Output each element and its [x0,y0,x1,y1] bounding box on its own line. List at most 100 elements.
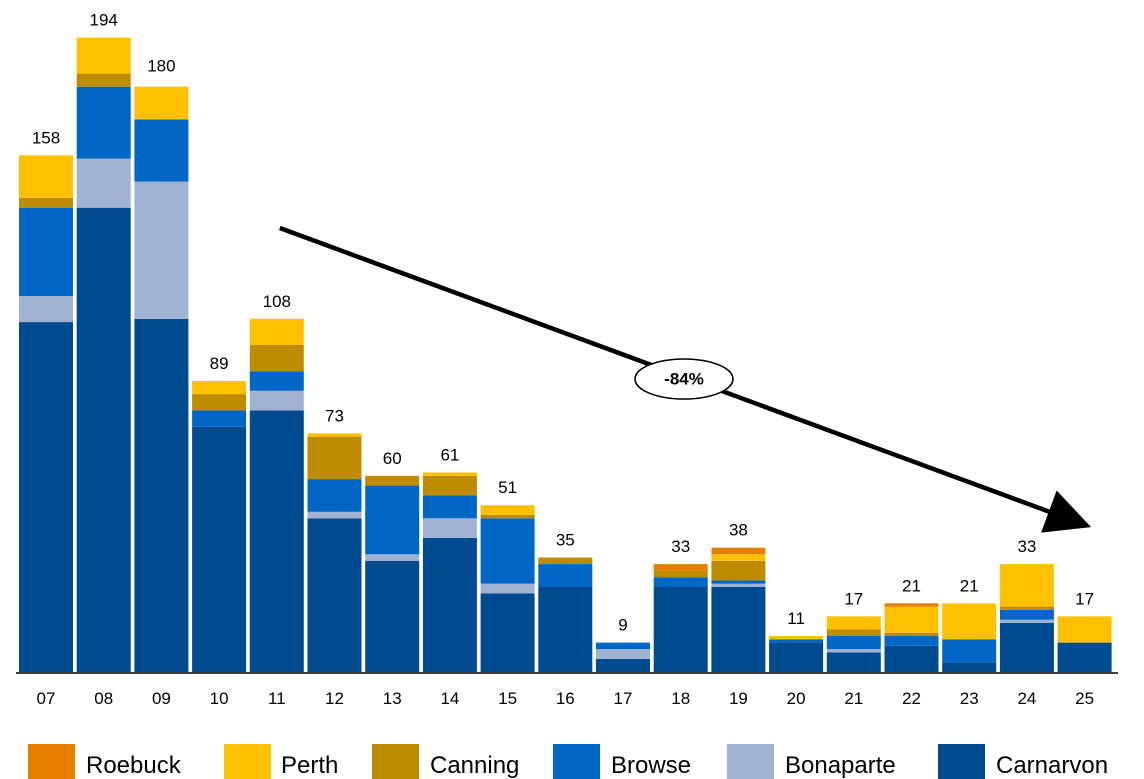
total-label-14: 61 [440,446,459,465]
total-label-12: 73 [325,406,344,425]
x-tick-label-07: 07 [37,689,56,708]
bar-segment-20-carnarvon [769,642,824,672]
x-tick-label-20: 20 [787,689,806,708]
bar-segment-15-carnarvon [480,593,535,672]
legend-label-carnarvon: Carnarvon [996,752,1108,779]
bar-segment-17-carnarvon [596,658,650,672]
bar-segment-19-bonaparte [711,583,766,587]
bar-segment-25-carnarvon [1057,642,1112,672]
bar-segment-09-bonaparte [134,181,189,319]
bar-segment-14-bonaparte [422,518,477,538]
x-tick-label-24: 24 [1017,689,1036,708]
bar-segment-19-perth [711,554,766,561]
bar-segment-15-bonaparte [480,583,535,594]
x-tick-label-25: 25 [1075,689,1094,708]
total-label-21: 17 [844,589,863,608]
bars-layer [19,37,1112,673]
bar-segment-22-carnarvon [884,645,939,672]
bar-segment-13-carnarvon [365,560,420,672]
bar-segment-19-carnarvon [711,587,766,672]
bar-segment-10-browse [192,410,247,427]
legend-swatch-carnarvon [938,744,985,779]
bar-segment-22-perth [884,606,939,633]
total-label-11: 108 [263,292,291,311]
bar-segment-22-roebuck [884,603,939,607]
x-tick-label-23: 23 [960,689,979,708]
x-tick-label-14: 14 [440,689,459,708]
bar-segment-19-browse [711,580,766,584]
bar-segment-10-carnarvon [192,426,247,673]
trend-annotation: -84% [279,225,1092,533]
bar-segment-07-bonaparte [19,295,73,323]
bar-segment-16-carnarvon [538,587,593,672]
x-tick-label-18: 18 [671,689,690,708]
trend-percentage-label: -84% [664,369,704,388]
bar-segment-21-canning [826,629,881,636]
bar-segment-12-carnarvon [307,518,362,672]
total-label-10: 89 [210,354,229,373]
bar-segment-12-perth [307,433,362,437]
bar-segment-07-browse [19,207,73,296]
x-tick-label-21: 21 [844,689,863,708]
x-tick-labels-layer: 07 08 09 10 11 12 13 14 15 16 17 18 19 20 21 22 23 24 25 [37,689,1095,708]
legend-swatch-perth [224,744,271,779]
legend-swatch-roebuck [28,744,75,779]
bar-segment-16-canning [538,557,593,564]
bar-segment-09-perth [134,86,189,120]
bar-segment-12-bonaparte [307,511,362,519]
bar-segment-13-bonaparte [365,554,420,561]
x-tick-label-12: 12 [325,689,344,708]
legend: Roebuck Perth Canning Browse Bonaparte Carnar… [28,744,1108,779]
bar-segment-18-browse [653,577,708,587]
bar-segment-18-canning [653,570,708,578]
trend-percentage-ellipse [634,358,734,400]
total-labels-layer: 158 194 180 89 108 73 60 61 51 35 9 33 38 11 17 21 21 33 1… [32,11,1094,635]
bar-segment-17-browse [596,642,650,650]
x-tick-label-11: 11 [268,689,286,708]
bar-segment-08-canning [76,73,131,87]
bar-segment-21-carnarvon [826,652,881,672]
total-label-20: 11 [787,609,805,628]
bar-segment-24-bonaparte [999,619,1054,623]
total-label-23: 21 [960,576,979,595]
bar-segment-11-canning [249,345,304,372]
legend-label-canning: Canning [430,752,519,779]
bar-segment-08-perth [76,37,131,74]
total-label-13: 60 [383,449,402,468]
x-tick-label-19: 19 [729,689,748,708]
x-tick-label-08: 08 [94,689,113,708]
bar-segment-23-browse [942,639,997,663]
bar-segment-11-browse [249,371,304,391]
total-label-22: 21 [902,576,921,595]
bar-segment-11-bonaparte [249,390,304,411]
bar-segment-21-perth [826,616,881,630]
bar-segment-14-browse [422,495,477,519]
total-label-18: 33 [671,537,690,556]
total-label-16: 35 [556,531,575,550]
bar-segment-21-browse [826,636,881,650]
bar-segment-08-bonaparte [76,158,131,208]
legend-label-roebuck: Roebuck [86,752,182,779]
bar-segment-15-canning [480,515,535,519]
x-tick-label-16: 16 [556,689,575,708]
bar-segment-13-browse [365,485,420,555]
bar-segment-16-browse [538,564,593,587]
bar-segment-21-bonaparte [826,649,881,653]
bar-segment-13-canning [365,475,420,486]
x-tick-label-15: 15 [498,689,517,708]
x-tick-label-09: 09 [152,689,171,708]
bar-segment-10-perth [192,381,247,395]
bar-segment-22-browse [884,636,939,646]
bar-segment-20-browse [769,639,824,643]
bar-segment-24-canning [999,606,1054,610]
bar-segment-15-perth [480,505,535,515]
bar-segment-08-browse [76,86,131,159]
total-label-17: 9 [618,616,627,635]
bar-segment-14-carnarvon [422,537,477,672]
bar-segment-24-carnarvon [999,623,1054,672]
x-tick-label-17: 17 [614,689,633,708]
legend-swatch-canning [372,744,419,779]
total-label-08: 194 [90,11,118,30]
total-label-09: 180 [147,56,175,75]
